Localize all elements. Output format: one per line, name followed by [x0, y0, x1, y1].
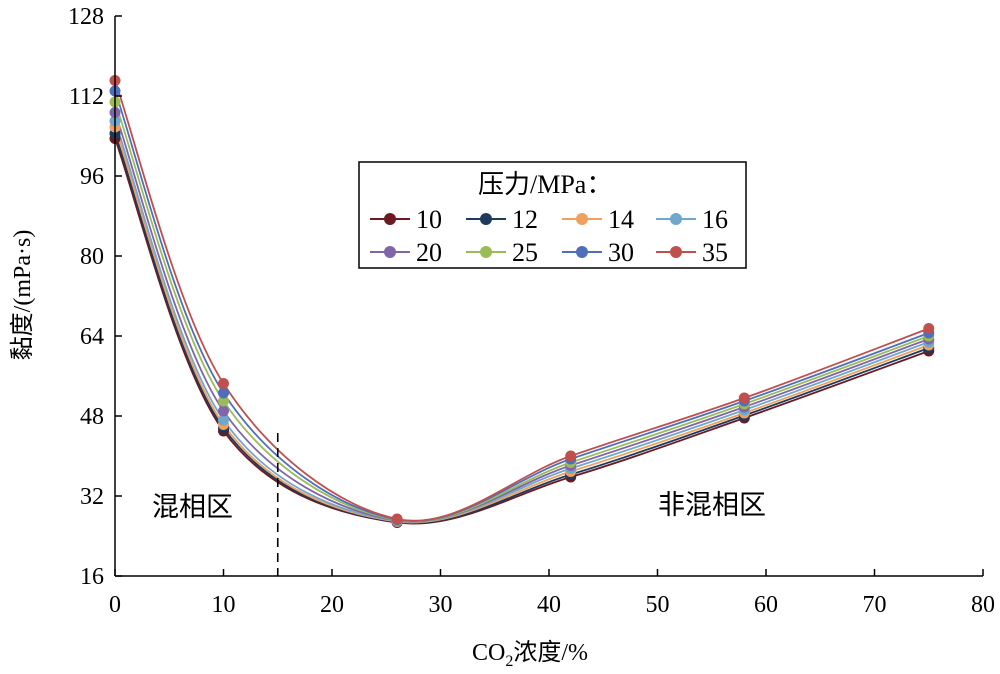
- data-point-25: [218, 395, 229, 407]
- legend-item-30: 30: [562, 238, 634, 267]
- y-tick-label: 112: [69, 84, 104, 110]
- series-line-14: [114, 126, 930, 524]
- y-tick-label: 48: [80, 404, 104, 430]
- legend-label: 14: [608, 205, 634, 234]
- legend-item-16: 16: [656, 205, 728, 234]
- legend: 压力/MPa： 10 12 14 16 20 25 30 35: [358, 161, 747, 269]
- legend-swatch-marker: [384, 246, 396, 258]
- legend-label: 10: [416, 205, 442, 234]
- series-curves: [114, 80, 930, 525]
- series-line-10: [114, 138, 930, 525]
- legend-label: 12: [512, 205, 538, 234]
- legend-swatch-marker: [576, 246, 588, 258]
- y-tick-label: 32: [80, 484, 104, 510]
- legend-swatch-marker: [670, 213, 682, 225]
- legend-swatch-marker: [576, 213, 588, 225]
- legend-label: 20: [416, 238, 442, 267]
- legend-label: 25: [512, 238, 538, 267]
- axes: [114, 15, 984, 577]
- x-tick-label: 20: [320, 592, 344, 618]
- y-tick-label: 96: [80, 164, 104, 190]
- legend-entries: 10 12 14 16 20 25 30 35: [370, 205, 728, 267]
- legend-swatch-marker: [384, 213, 396, 225]
- y-tick-label: 16: [80, 564, 104, 590]
- series-line-12: [114, 133, 930, 524]
- legend-item-14: 14: [562, 205, 634, 234]
- legend-label: 30: [608, 238, 634, 267]
- y-tick-label: 128: [68, 4, 104, 30]
- data-point-30: [218, 387, 229, 399]
- x-tick-label: 0: [109, 592, 121, 618]
- y-tick-label: 80: [80, 244, 104, 270]
- immiscible-region-label: 非混相区: [658, 490, 766, 521]
- x-tick-label: 10: [212, 592, 236, 618]
- series-line-25: [114, 101, 930, 523]
- data-point-20: [218, 405, 229, 417]
- x-tick-label: 30: [429, 592, 453, 618]
- legend-swatch-marker: [670, 246, 682, 258]
- x-axis-title-main: CO: [472, 640, 505, 666]
- data-point-35: [738, 392, 750, 404]
- data-point-35: [565, 450, 577, 462]
- x-tick-label: 80: [971, 592, 995, 618]
- data-point-35: [391, 513, 403, 525]
- legend-swatch-marker: [480, 246, 492, 258]
- legend-item-12: 12: [466, 205, 538, 234]
- x-axis-title-tail: 浓度/%: [513, 639, 588, 666]
- x-axis-title: CO2浓度/%: [472, 639, 588, 670]
- legend-swatch-marker: [480, 213, 492, 225]
- x-tick-label: 60: [754, 592, 778, 618]
- y-axis-title: 黏度/(mPa·s): [9, 230, 36, 361]
- legend-item-35: 35: [656, 238, 728, 267]
- y-tick-label: 64: [80, 324, 104, 350]
- legend-title: 压力/MPa：: [478, 170, 612, 199]
- x-tick-label: 50: [646, 592, 670, 618]
- x-tick-label: 70: [863, 592, 887, 618]
- x-tick-label: 40: [537, 592, 561, 618]
- series-line-35: [114, 80, 930, 522]
- x-axis-title-subscript: 2: [505, 653, 513, 670]
- legend-item-25: 25: [466, 238, 538, 267]
- miscible-region-label: 混相区: [152, 492, 233, 523]
- series-markers: [109, 75, 935, 528]
- data-point-35: [923, 323, 935, 334]
- data-point-16: [218, 414, 229, 426]
- legend-label: 16: [702, 205, 728, 234]
- legend-label: 35: [702, 238, 728, 267]
- data-point-35: [218, 378, 229, 389]
- tick-labels: 0 10 20 30 40 50 60 70 80 16 32 48 64 80 96 112 128: [68, 4, 995, 618]
- legend-item-20: 20: [370, 238, 442, 267]
- legend-item-10: 10: [370, 205, 442, 234]
- series-line-30: [114, 90, 930, 522]
